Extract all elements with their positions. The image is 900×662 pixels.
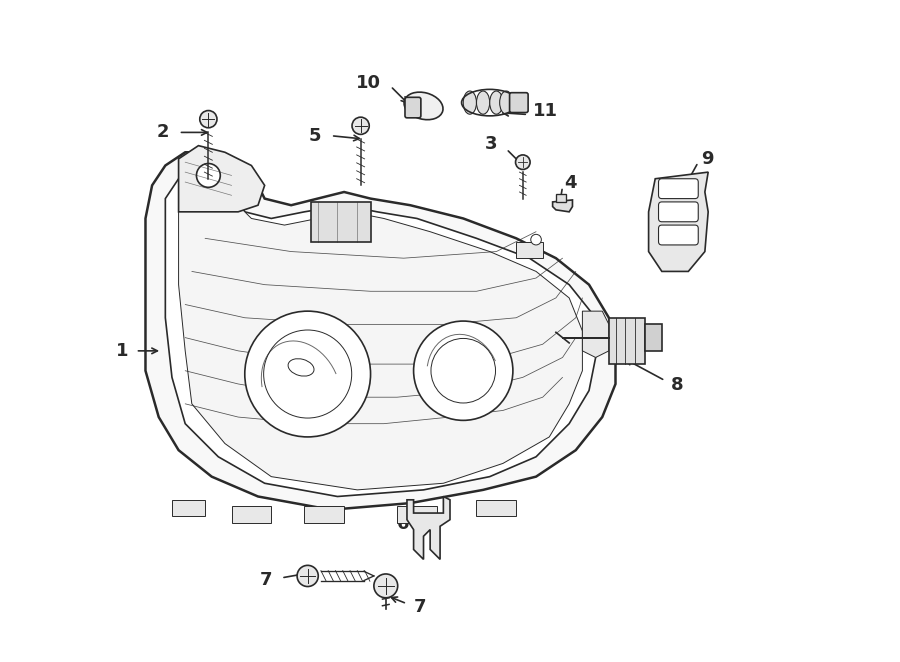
Polygon shape [582,311,609,357]
Circle shape [414,321,513,420]
FancyBboxPatch shape [609,318,645,364]
Circle shape [374,574,398,598]
Text: 4: 4 [564,173,576,192]
FancyBboxPatch shape [659,225,698,245]
Text: 10: 10 [356,73,381,92]
Polygon shape [553,200,572,212]
Circle shape [531,234,542,245]
Polygon shape [166,172,596,496]
Circle shape [516,155,530,169]
Circle shape [200,111,217,128]
Text: 3: 3 [485,135,498,154]
FancyBboxPatch shape [476,500,517,516]
FancyBboxPatch shape [645,324,662,351]
Polygon shape [178,146,265,212]
Text: 2: 2 [157,123,168,142]
FancyBboxPatch shape [231,506,271,523]
FancyBboxPatch shape [311,202,371,242]
FancyBboxPatch shape [172,500,205,516]
Circle shape [196,164,220,187]
FancyBboxPatch shape [405,97,421,118]
Circle shape [245,311,371,437]
Polygon shape [649,172,708,271]
FancyBboxPatch shape [509,93,528,113]
Circle shape [352,117,369,134]
Text: 7: 7 [260,571,273,589]
Ellipse shape [464,91,476,115]
Circle shape [297,565,319,587]
FancyBboxPatch shape [397,506,436,523]
Polygon shape [178,185,582,490]
FancyBboxPatch shape [556,194,566,202]
Text: 5: 5 [309,126,321,145]
FancyBboxPatch shape [659,202,698,222]
Text: 6: 6 [397,515,409,534]
Text: 9: 9 [702,150,714,168]
Text: 8: 8 [670,376,683,395]
Ellipse shape [404,92,443,120]
Ellipse shape [476,91,490,115]
Text: 11: 11 [533,101,558,120]
FancyBboxPatch shape [517,242,543,258]
Text: 1: 1 [116,342,129,360]
Ellipse shape [500,91,513,115]
Text: 7: 7 [414,598,426,616]
Ellipse shape [490,91,503,115]
FancyBboxPatch shape [304,506,344,523]
Polygon shape [146,152,616,510]
Polygon shape [407,496,450,559]
FancyBboxPatch shape [659,179,698,199]
